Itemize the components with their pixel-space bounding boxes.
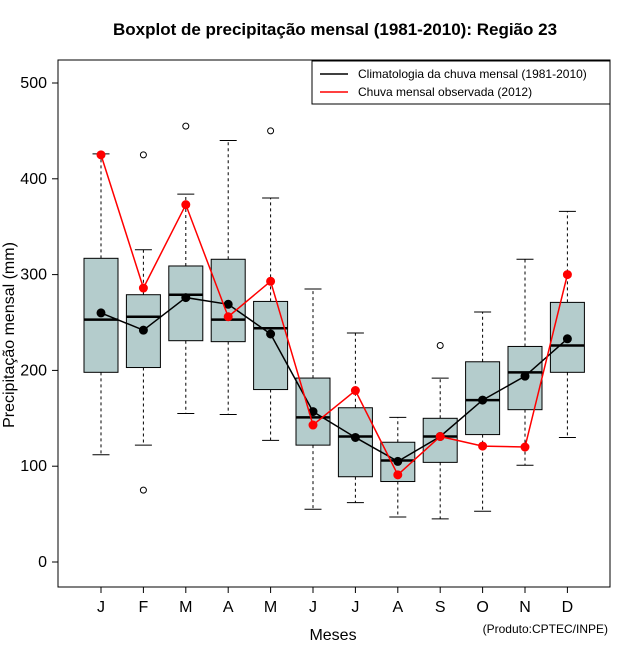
series-point bbox=[96, 150, 106, 160]
box-iqr bbox=[168, 265, 204, 342]
x-tick-label: F bbox=[139, 599, 149, 616]
series-point bbox=[478, 441, 488, 451]
series-point bbox=[435, 432, 445, 442]
x-tick-label: J bbox=[97, 599, 105, 616]
series-point bbox=[266, 276, 276, 286]
legend-label-observed: Chuva mensal observada (2012) bbox=[358, 85, 532, 99]
outlier-point bbox=[182, 122, 190, 130]
chart-title: Boxplot de precipitação mensal (1981-201… bbox=[113, 20, 557, 39]
box-10 bbox=[465, 311, 501, 512]
y-tick-label: 500 bbox=[20, 75, 47, 92]
x-tick-label: A bbox=[223, 599, 234, 616]
x-tick-label: M bbox=[179, 599, 192, 616]
box-6 bbox=[295, 288, 331, 510]
series-point bbox=[96, 308, 106, 318]
plot-area: 0 100 200 300 400 500 J F M A M J J A S O N D bbox=[20, 59, 611, 616]
x-tick-label: O bbox=[476, 599, 488, 616]
box-3 bbox=[168, 122, 204, 415]
series-point bbox=[562, 270, 572, 280]
series-point bbox=[181, 200, 191, 210]
box-7 bbox=[337, 332, 373, 504]
series-point bbox=[223, 312, 233, 322]
series-point bbox=[308, 420, 318, 430]
series-climatology bbox=[96, 293, 572, 466]
series-line bbox=[100, 296, 568, 463]
series-point bbox=[520, 371, 530, 381]
series-point bbox=[350, 386, 360, 396]
series-point bbox=[223, 299, 233, 309]
series-point bbox=[393, 470, 403, 480]
box-2 bbox=[125, 151, 161, 494]
y-tick-label: 100 bbox=[20, 458, 47, 475]
series-point bbox=[181, 293, 191, 303]
x-tick-label: M bbox=[264, 599, 277, 616]
plot-frame bbox=[57, 59, 611, 588]
series-point bbox=[562, 334, 572, 344]
box-4 bbox=[210, 139, 246, 415]
series-point bbox=[478, 395, 488, 405]
legend-box bbox=[311, 60, 611, 105]
legend-label-climatology: Climatologia da chuva mensal (1981-2010) bbox=[358, 67, 587, 81]
x-tick-label: N bbox=[519, 599, 531, 616]
series-point bbox=[350, 432, 360, 442]
legend: Climatologia da chuva mensal (1981-2010)… bbox=[311, 60, 611, 105]
outlier-point bbox=[436, 341, 444, 349]
series-point bbox=[138, 283, 148, 293]
x-tick-label: A bbox=[392, 599, 403, 616]
box-iqr bbox=[253, 300, 289, 391]
y-axis-label: Precipitação mensal (mm) bbox=[1, 242, 18, 428]
box-8 bbox=[380, 416, 416, 518]
box-iqr bbox=[337, 407, 373, 478]
box-11 bbox=[507, 258, 543, 466]
series-point bbox=[138, 325, 148, 335]
y-tick-label: 300 bbox=[20, 267, 47, 284]
series-point bbox=[266, 329, 276, 339]
y-tick-label: 200 bbox=[20, 362, 47, 379]
box-5 bbox=[253, 127, 289, 441]
series-point bbox=[393, 456, 403, 466]
series-observed bbox=[96, 150, 572, 480]
outlier-point bbox=[139, 486, 147, 494]
x-tick-label: J bbox=[309, 599, 317, 616]
x-tick-label: J bbox=[351, 599, 359, 616]
x-axis-label: Meses bbox=[309, 627, 356, 644]
series-line bbox=[100, 154, 569, 477]
credit-text: (Produto:CPTEC/INPE) bbox=[483, 622, 608, 636]
box-9 bbox=[422, 341, 458, 520]
outlier-point bbox=[139, 151, 147, 159]
series-point bbox=[520, 442, 530, 452]
box-1 bbox=[83, 153, 119, 456]
x-tick-label: D bbox=[562, 599, 574, 616]
y-tick-label: 400 bbox=[20, 171, 47, 188]
x-tick-label: S bbox=[435, 599, 446, 616]
outlier-point bbox=[267, 127, 275, 135]
y-tick-label: 0 bbox=[38, 554, 47, 571]
